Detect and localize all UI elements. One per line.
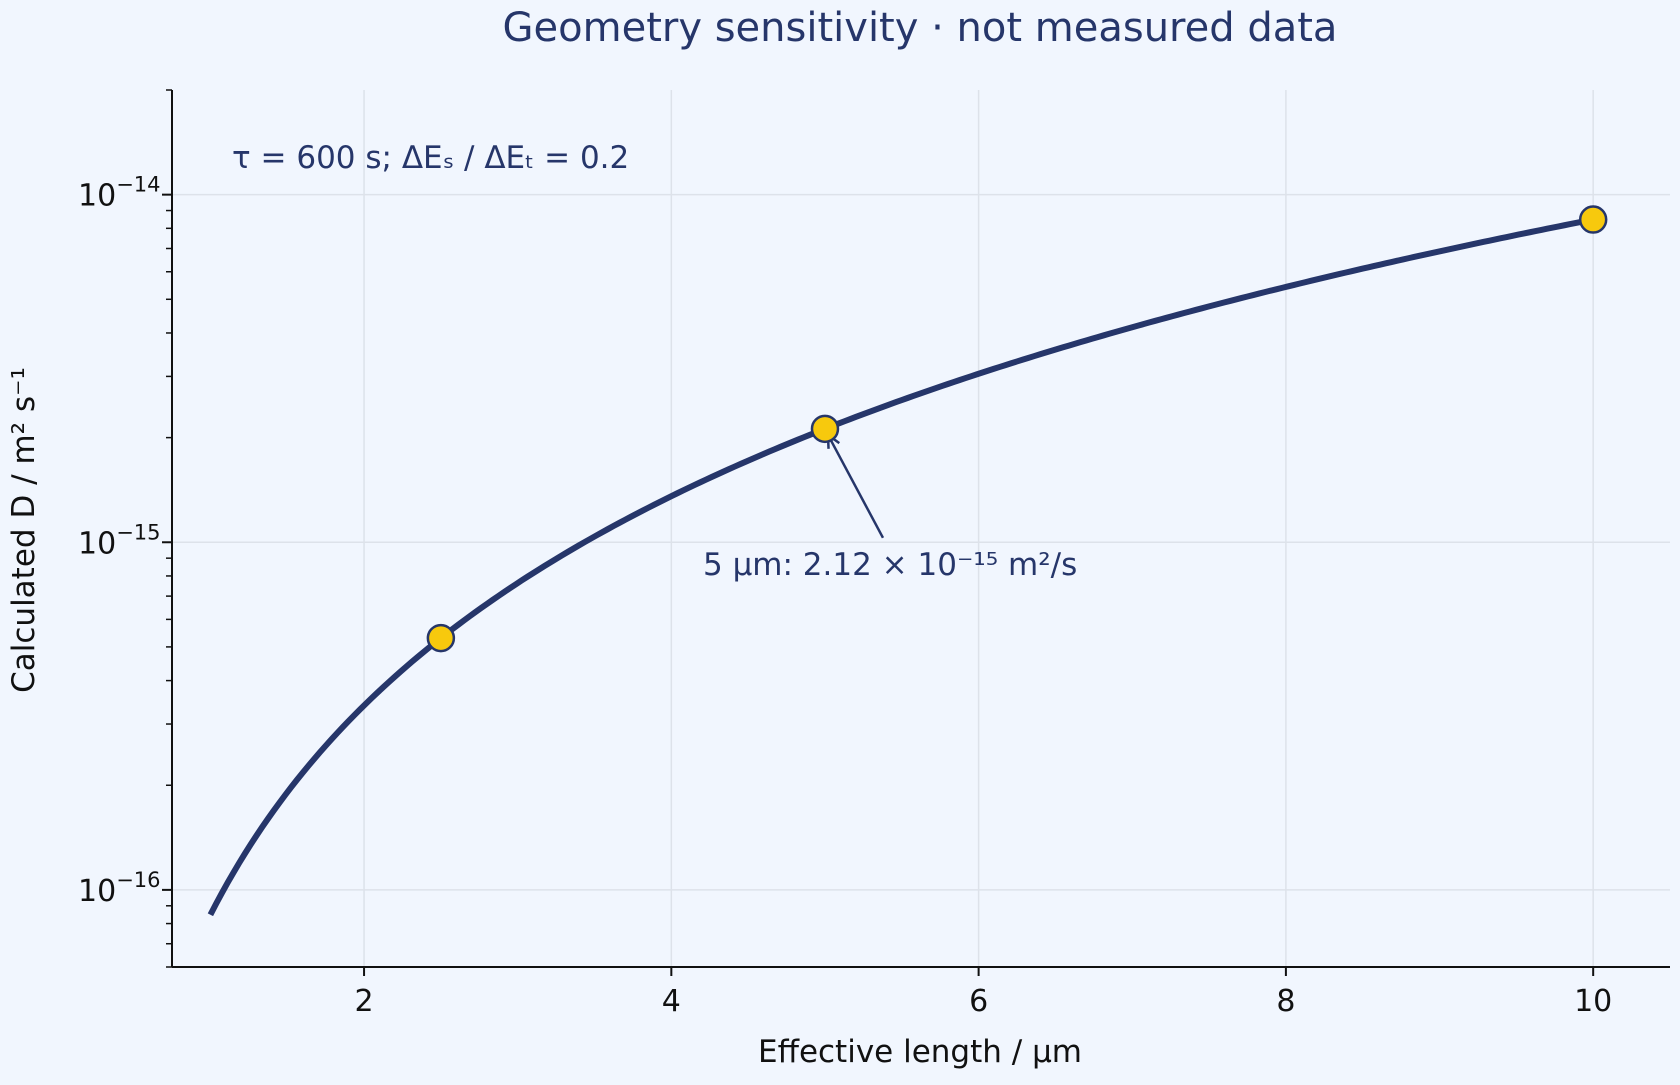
grid-layer bbox=[172, 90, 1670, 967]
ticks-layer: 2 4 6 8 10 10−16 10−15 10−14 bbox=[78, 89, 1612, 1019]
y-tick-label: 10−16 bbox=[78, 868, 161, 909]
x-tick-label: 6 bbox=[969, 984, 988, 1019]
chart-title: Geometry sensitivity · not measured data bbox=[503, 5, 1338, 51]
data-point-marker bbox=[1578, 205, 1608, 234]
x-tick-label: 2 bbox=[355, 984, 374, 1019]
x-tick-label: 4 bbox=[662, 984, 681, 1019]
data-point-marker bbox=[810, 414, 840, 444]
x-tick-label: 8 bbox=[1276, 984, 1295, 1019]
y-tick-label: 10−14 bbox=[78, 173, 161, 214]
axes-layer bbox=[171, 90, 1670, 968]
annotation-arrow-line bbox=[826, 434, 885, 539]
y-tick-label: 10−15 bbox=[78, 520, 161, 561]
data-point-marker bbox=[426, 623, 456, 653]
parameter-note: τ = 600 s; ΔEₛ / ΔEₜ = 0.2 bbox=[232, 140, 629, 176]
y-axis-label: Calculated D / m² s⁻¹ bbox=[6, 367, 42, 693]
annotation-text: 5 µm: 2.12 × 10⁻¹⁵ m²/s bbox=[703, 547, 1077, 583]
annotation-layer: 5 µm: 2.12 × 10⁻¹⁵ m²/s bbox=[703, 432, 1077, 583]
markers-layer bbox=[426, 205, 1608, 653]
x-axis-label: Effective length / µm bbox=[758, 1034, 1082, 1070]
x-tick-label: 10 bbox=[1574, 984, 1612, 1019]
